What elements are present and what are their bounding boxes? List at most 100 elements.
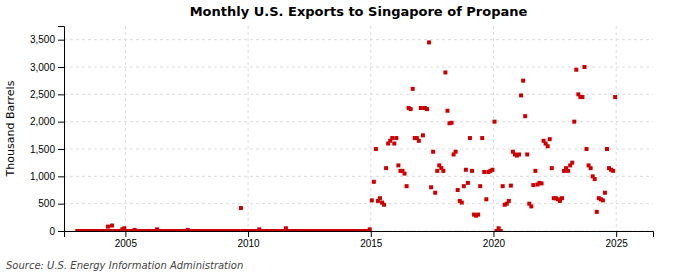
- point: [611, 169, 615, 173]
- tick-mark: [371, 231, 372, 237]
- point: [613, 95, 617, 99]
- tick: 3,000: [30, 62, 64, 73]
- point: [378, 196, 382, 200]
- point: [425, 107, 429, 111]
- point: [382, 203, 386, 207]
- source-note: Source: U.S. Energy Information Administ…: [6, 260, 243, 271]
- point: [490, 168, 494, 172]
- tick-mark: [616, 231, 617, 237]
- point: [478, 184, 482, 188]
- tick-label: 2,000: [30, 116, 55, 127]
- point: [403, 172, 407, 176]
- tick: 2,000: [30, 116, 64, 127]
- point: [468, 136, 472, 140]
- point: [104, 229, 108, 231]
- grid-line: [64, 176, 653, 177]
- tick-mark: [58, 122, 64, 123]
- point: [466, 181, 470, 185]
- tick-mark: [125, 231, 126, 237]
- point: [384, 166, 388, 170]
- tick-mark: [58, 176, 64, 177]
- point: [464, 168, 468, 172]
- point: [601, 198, 605, 202]
- point: [548, 137, 552, 141]
- point: [585, 147, 589, 151]
- point: [368, 227, 372, 231]
- point: [108, 229, 112, 231]
- tick-label: 2020: [483, 238, 506, 249]
- tick-mark: [248, 231, 249, 237]
- tick-label: 1,500: [30, 144, 55, 155]
- point: [540, 181, 544, 185]
- point: [419, 106, 423, 110]
- point: [580, 95, 584, 99]
- point: [405, 184, 409, 188]
- tick-mark: [58, 67, 64, 68]
- y-axis-title: Thousand Barrels: [4, 80, 17, 177]
- tick-mark: [58, 231, 64, 232]
- tick: 3,500: [30, 34, 64, 45]
- point: [429, 185, 433, 189]
- point: [374, 147, 378, 151]
- tick-mark: [58, 94, 64, 95]
- grid-line: [64, 149, 653, 150]
- point: [470, 169, 474, 173]
- point: [517, 152, 521, 156]
- chart: 2005201020152020202505001,0001,5002,0002…: [0, 0, 675, 275]
- point: [484, 197, 488, 201]
- point: [595, 210, 599, 214]
- tick: 2010: [237, 231, 260, 249]
- point: [570, 161, 574, 165]
- point: [572, 120, 576, 124]
- point: [445, 109, 449, 113]
- grid-line: [125, 26, 126, 231]
- grid-line: [64, 121, 653, 122]
- point: [431, 150, 435, 154]
- tick-label: 2015: [360, 238, 383, 249]
- point: [566, 169, 570, 173]
- point: [574, 68, 578, 72]
- tick-mark: [58, 40, 64, 41]
- point: [456, 188, 460, 192]
- tick: 2025: [606, 231, 629, 249]
- tick-label: 2,500: [30, 89, 55, 100]
- tick: 1,500: [30, 144, 64, 155]
- point: [531, 183, 535, 187]
- point: [529, 204, 533, 208]
- tick-label: 500: [38, 198, 55, 209]
- tick-label: 2025: [606, 238, 629, 249]
- x-axis: 20052010201520202025: [65, 231, 654, 249]
- tick: 2,500: [30, 89, 64, 100]
- point: [593, 177, 597, 181]
- point: [603, 191, 607, 195]
- plot-area: 2005201020152020202505001,0001,5002,0002…: [30, 26, 654, 249]
- tick: 2020: [483, 231, 506, 249]
- point: [546, 144, 550, 148]
- point: [427, 40, 431, 44]
- axis-line: [58, 27, 65, 232]
- tick: 0: [49, 226, 64, 237]
- tick-label: 3,000: [30, 62, 55, 73]
- title: Monthly U.S. Exports to Singapore of Pro…: [190, 4, 528, 19]
- point: [411, 87, 415, 91]
- grid-line: [493, 26, 494, 231]
- point: [433, 191, 437, 195]
- tick-label: 3,500: [30, 34, 55, 45]
- point: [394, 136, 398, 140]
- point: [480, 136, 484, 140]
- points: [75, 40, 617, 231]
- tick-mark: [493, 231, 494, 237]
- tick-mark: [58, 204, 64, 205]
- point: [507, 199, 511, 203]
- point: [392, 142, 396, 146]
- point: [509, 184, 513, 188]
- point: [605, 147, 609, 151]
- point: [372, 180, 376, 184]
- point: [443, 70, 447, 74]
- grid: [64, 26, 653, 231]
- point: [417, 139, 421, 143]
- point: [421, 133, 425, 137]
- point: [110, 224, 114, 228]
- point: [582, 65, 586, 69]
- point: [523, 114, 527, 118]
